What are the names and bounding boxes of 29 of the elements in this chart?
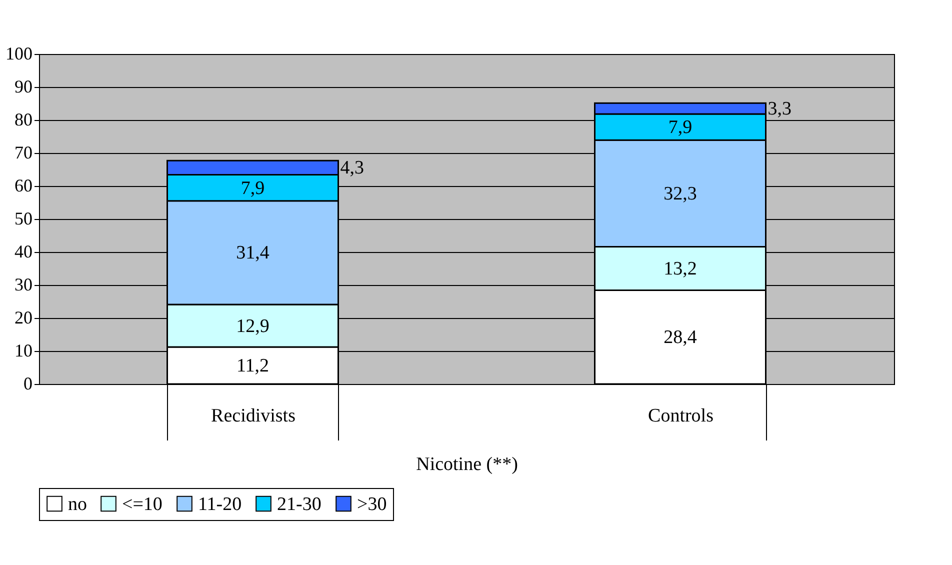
x-axis-title: Nicotine (**) — [416, 454, 518, 475]
legend-label: >30 — [357, 494, 387, 515]
y-tick-label: 10 — [14, 340, 32, 360]
legend-label: 21-30 — [277, 494, 322, 515]
data-label: 28,4 — [664, 327, 698, 348]
data-label: 4,3 — [340, 158, 364, 179]
data-label: 3,3 — [768, 98, 792, 120]
y-tick-label: 60 — [14, 176, 32, 196]
data-label: 32,3 — [664, 183, 697, 204]
data-label: 11,2 — [236, 356, 270, 377]
y-tick-label: 20 — [14, 308, 32, 328]
y-tick-label: 90 — [14, 76, 32, 96]
y-tick-label: 80 — [14, 110, 32, 130]
data-label: 12,9 — [236, 316, 270, 337]
y-tick-label: 70 — [14, 142, 32, 162]
y-tick-label: 30 — [14, 274, 32, 294]
y-tick-label: 50 — [14, 208, 32, 228]
data-label: 13,2 — [664, 258, 697, 280]
y-tick-label: 40 — [14, 242, 32, 262]
data-label: 7,9 — [240, 178, 265, 199]
data-label: 7,9 — [668, 117, 692, 138]
legend-label: no — [68, 494, 87, 515]
x-tick-label: Recidivists — [211, 406, 296, 426]
y-tick-label: 0 — [24, 374, 32, 394]
legend-label: <=10 — [122, 494, 162, 515]
x-tick-label: Controls — [648, 406, 714, 426]
y-tick-label: 100 — [6, 44, 32, 64]
data-label: 31,4 — [236, 242, 270, 264]
legend-label: 11-20 — [198, 494, 242, 515]
